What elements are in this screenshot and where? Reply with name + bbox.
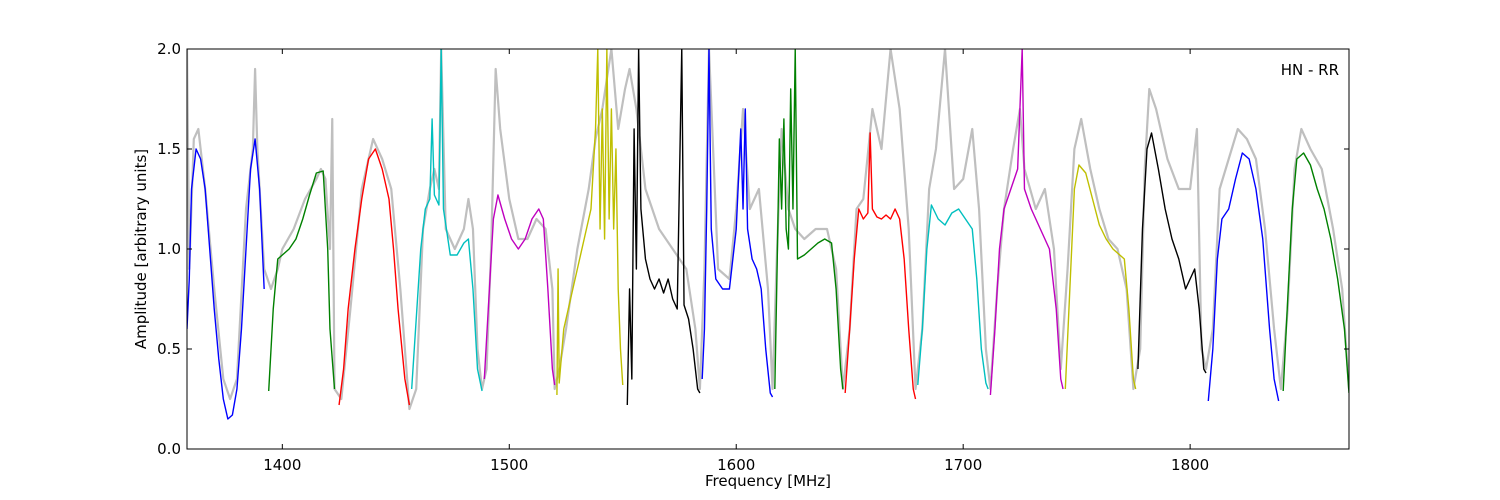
series-line-12 (989, 49, 1064, 396)
y-axis-label: Amplitude [arbitrary units] (132, 149, 150, 349)
series-line-14 (1137, 132, 1207, 374)
series-line-6 (556, 49, 624, 396)
y-tick-label: 1.0 (157, 240, 181, 258)
x-tick-label: 1500 (490, 456, 528, 474)
plot-area (187, 49, 1349, 420)
series-line-10 (844, 132, 917, 400)
x-tick-label: 1800 (1171, 456, 1209, 474)
x-tick-label: 1700 (944, 456, 982, 474)
chart-annotation: HN - RR (1281, 61, 1339, 79)
x-tick-label: 1400 (263, 456, 301, 474)
y-tick-label: 1.5 (157, 140, 181, 158)
series-line-16 (1282, 152, 1349, 394)
series-line-15 (1207, 152, 1280, 402)
y-tick-label: 0.5 (157, 340, 181, 358)
series-line-1 (187, 138, 265, 420)
background-trace (187, 49, 1349, 411)
y-axis: 0.0 0.5 1.0 1.5 2.0 (157, 40, 1349, 458)
series-line-5 (483, 194, 556, 386)
series-line-4 (410, 49, 483, 392)
series-line-13 (1064, 164, 1137, 390)
x-tick-label: 1600 (717, 456, 755, 474)
series-line-8 (701, 49, 774, 398)
series-line-3 (338, 148, 411, 406)
y-tick-label: 0.0 (157, 440, 181, 458)
x-axis: 1400 1500 1600 1700 1800 (263, 49, 1209, 474)
x-axis-label: Frequency [MHz] (705, 472, 831, 490)
series-line-11 (917, 204, 989, 390)
series-line-9 (774, 49, 844, 390)
series-line-7 (626, 49, 701, 406)
y-tick-label: 2.0 (157, 40, 181, 58)
series-line-2 (268, 170, 336, 392)
